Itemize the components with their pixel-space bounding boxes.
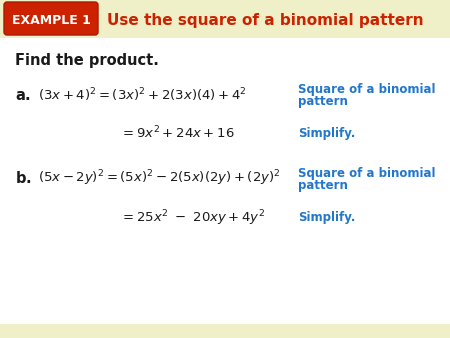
Text: $= 9x^2 + 24x + 16$: $= 9x^2 + 24x + 16$ — [120, 125, 234, 141]
Text: Simplify.: Simplify. — [298, 212, 356, 224]
Bar — [0, 0, 450, 38]
Text: pattern: pattern — [298, 178, 348, 192]
Text: Square of a binomial: Square of a binomial — [298, 167, 436, 179]
Text: $(5x - 2y)^2 = (5x)^2 - 2(5x)(2y) + (2y)^2$: $(5x - 2y)^2 = (5x)^2 - 2(5x)(2y) + (2y)… — [38, 168, 281, 188]
Text: $\mathbf{a}$.: $\mathbf{a}$. — [15, 88, 31, 102]
Text: $\mathbf{b}$.: $\mathbf{b}$. — [15, 170, 32, 186]
Text: Square of a binomial: Square of a binomial — [298, 83, 436, 97]
Text: $= 25x^2\ -\ 20xy + 4y^2$: $= 25x^2\ -\ 20xy + 4y^2$ — [120, 208, 265, 228]
Text: Use the square of a binomial pattern: Use the square of a binomial pattern — [107, 13, 423, 27]
Bar — [0, 38, 450, 324]
Text: $(3x + 4)^2 = (3x)^2 + 2(3x)(4) + 4^2$: $(3x + 4)^2 = (3x)^2 + 2(3x)(4) + 4^2$ — [38, 86, 247, 104]
Text: Find the product.: Find the product. — [15, 52, 159, 68]
Text: pattern: pattern — [298, 96, 348, 108]
Text: EXAMPLE 1: EXAMPLE 1 — [12, 14, 90, 27]
FancyBboxPatch shape — [4, 2, 98, 35]
Bar — [0, 324, 450, 338]
Text: Simplify.: Simplify. — [298, 126, 356, 140]
